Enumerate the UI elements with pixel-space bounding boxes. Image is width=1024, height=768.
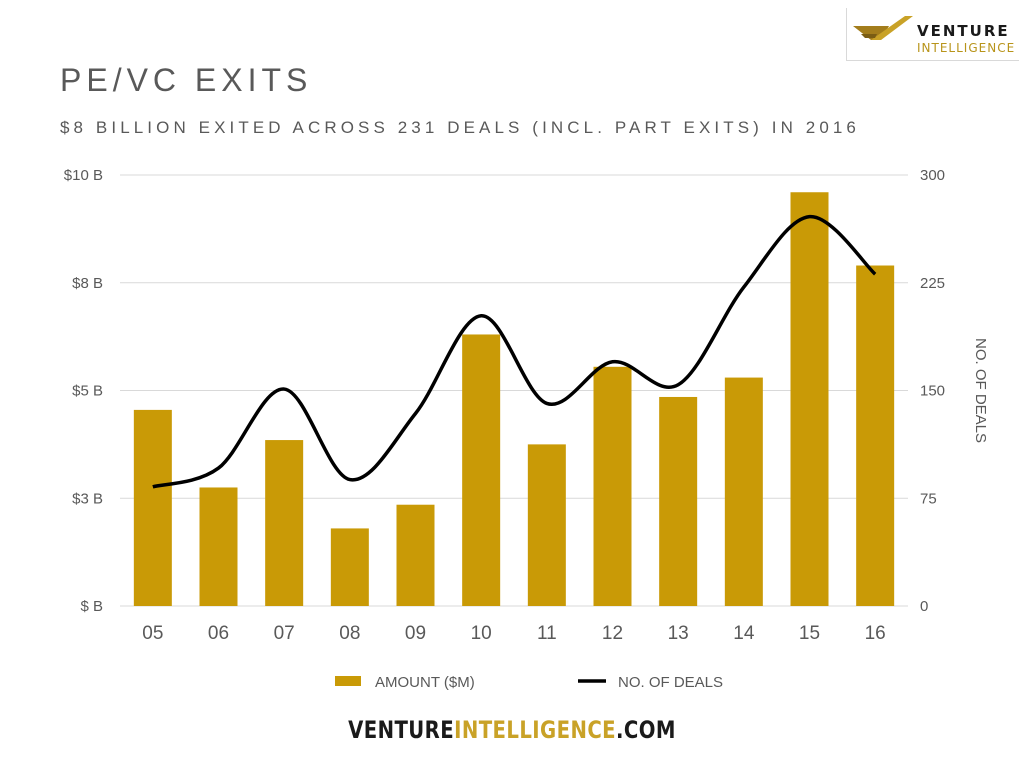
x-tick-label: 10: [471, 623, 492, 644]
footer-brand-part1: VENTURE: [348, 716, 455, 744]
bar: [133, 409, 172, 606]
page-title: PE/VC EXITS: [60, 62, 313, 98]
y-left-tick-label: $10 B: [64, 167, 103, 184]
bar: [856, 265, 895, 606]
x-tick-label: 15: [799, 623, 820, 644]
x-tick-label: 07: [274, 623, 295, 644]
footer-brand: VENTUREINTELLIGENCE.COM: [92, 716, 932, 744]
bar: [724, 377, 763, 606]
bar: [462, 334, 501, 606]
y-right-axis-title: NO. OF DEALS: [972, 338, 989, 443]
deals-line: [152, 214, 877, 489]
x-tick-label: 11: [537, 623, 557, 644]
legend-swatch-amount: [335, 676, 361, 686]
bar: [265, 440, 304, 606]
y-right-tick-label: 300: [920, 167, 945, 184]
bar: [199, 487, 238, 606]
y-right-tick-label: 0: [920, 598, 928, 615]
bar: [330, 528, 369, 606]
x-tick-label: 08: [339, 623, 360, 644]
footer-brand-part2: INTELLIGENCE: [454, 716, 617, 744]
x-tick-label: 13: [668, 623, 689, 644]
bar: [527, 444, 566, 606]
legend-label-amount: AMOUNT ($M): [375, 674, 475, 691]
footer-brand-part3: .COM: [616, 716, 676, 744]
logo-emblem-icon: [853, 16, 913, 40]
venture-intelligence-logo: VENTURE INTELLIGENCE: [846, 8, 1019, 61]
y-left-tick-label: $3 B: [72, 490, 103, 507]
y-right-tick-label: 150: [920, 383, 945, 400]
x-tick-label: 12: [602, 623, 623, 644]
bar: [396, 504, 435, 606]
logo-line2: INTELLIGENCE: [917, 41, 1016, 55]
x-tick-label: 14: [733, 623, 755, 644]
bar: [593, 366, 632, 606]
x-tick-label: 06: [208, 623, 229, 644]
x-tick-label: 09: [405, 623, 426, 644]
y-right-tick-label: 225: [920, 275, 945, 292]
y-left-tick-label: $8 B: [72, 275, 103, 292]
y-left-tick-label: $5 B: [72, 383, 103, 400]
y-right-tick-label: 75: [920, 490, 937, 507]
y-left-tick-label: $ B: [80, 598, 103, 615]
legend-label-deals: NO. OF DEALS: [618, 674, 723, 691]
bar: [790, 192, 829, 607]
x-tick-label: 05: [142, 623, 163, 644]
bar: [659, 396, 698, 606]
x-tick-label: 16: [865, 623, 886, 644]
page-subtitle: $8 BILLION EXITED ACROSS 231 DEALS (INCL…: [60, 118, 860, 137]
logo-line1: VENTURE: [917, 22, 1010, 40]
